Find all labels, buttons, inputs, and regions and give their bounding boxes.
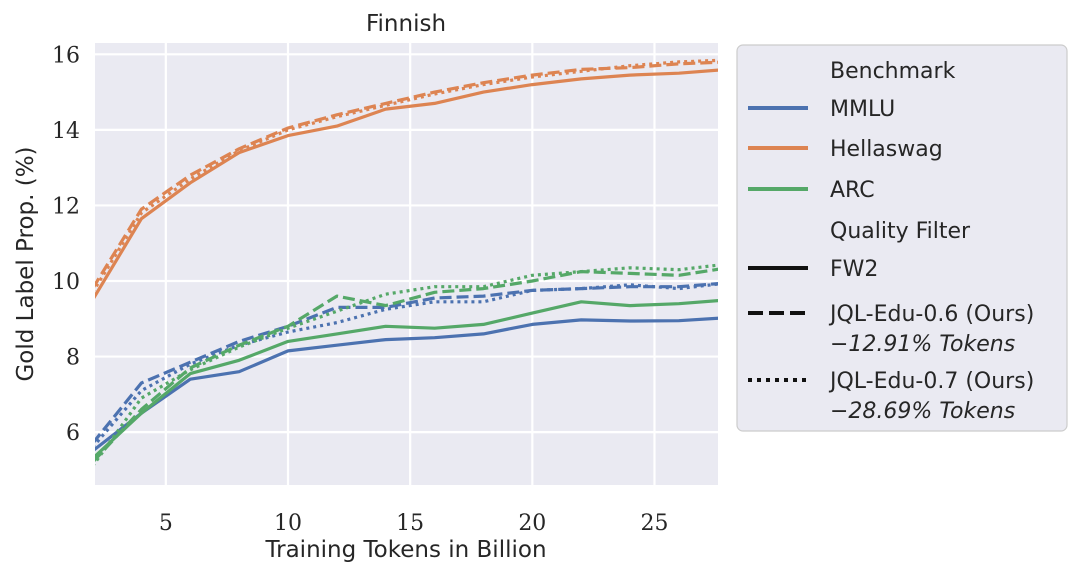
series-line-hellaswag-fw2 xyxy=(95,68,718,300)
legend-label-jql-07: JQL-Edu-0.7 (Ours) xyxy=(828,369,1034,394)
legend: Benchmark MMLU Hellaswag ARC Quality Fil… xyxy=(736,44,1068,432)
y-tick-label: 8 xyxy=(66,346,80,371)
plot-background xyxy=(95,43,718,485)
x-tick-label: 20 xyxy=(518,511,546,536)
series-lines xyxy=(95,58,718,466)
legend-frame xyxy=(736,44,1068,432)
y-tick-labels: 6 8 10 12 14 16 xyxy=(52,43,80,446)
x-axis-label: Training Tokens in Billion xyxy=(264,537,546,563)
legend-note-jql-07: −28.69% Tokens xyxy=(830,399,1015,424)
series-line-arc-jql-edu-0-6-ours xyxy=(95,267,718,463)
series-line-mmlu-fw2 xyxy=(95,316,718,452)
x-tick-labels: 5 10 15 20 25 xyxy=(159,511,669,536)
legend-label-mmlu: MMLU xyxy=(830,97,895,122)
y-tick-label: 12 xyxy=(52,194,80,219)
legend-filter-title: Quality Filter xyxy=(830,219,971,244)
x-tick-label: 25 xyxy=(640,511,668,536)
series-line-arc-fw2 xyxy=(95,299,718,459)
y-tick-label: 16 xyxy=(52,43,80,68)
y-tick-label: 14 xyxy=(52,119,80,144)
chart-title: Finnish xyxy=(366,11,446,37)
legend-label-arc: ARC xyxy=(830,178,875,203)
y-axis-label: Gold Label Prop. (%) xyxy=(13,146,39,381)
series-line-mmlu-jql-edu-0-7-ours xyxy=(95,282,718,447)
series-line-mmlu-jql-edu-0-6-ours xyxy=(95,282,718,443)
y-tick-label: 10 xyxy=(52,270,80,295)
legend-label-fw2: FW2 xyxy=(830,257,878,282)
x-tick-label: 15 xyxy=(396,511,424,536)
legend-benchmark-title: Benchmark xyxy=(830,59,956,84)
x-tick-label: 5 xyxy=(159,511,173,536)
y-tick-label: 6 xyxy=(66,421,80,446)
series-line-arc-jql-edu-0-7-ours xyxy=(95,263,718,466)
legend-label-hellaswag: Hellaswag xyxy=(830,137,943,162)
legend-label-jql-06: JQL-Edu-0.6 (Ours) xyxy=(828,302,1034,327)
x-tick-label: 10 xyxy=(274,511,302,536)
series-line-hellaswag-jql-edu-0-7-ours xyxy=(95,58,718,292)
legend-note-jql-06: −12.91% Tokens xyxy=(830,332,1015,357)
gridlines xyxy=(95,43,718,485)
